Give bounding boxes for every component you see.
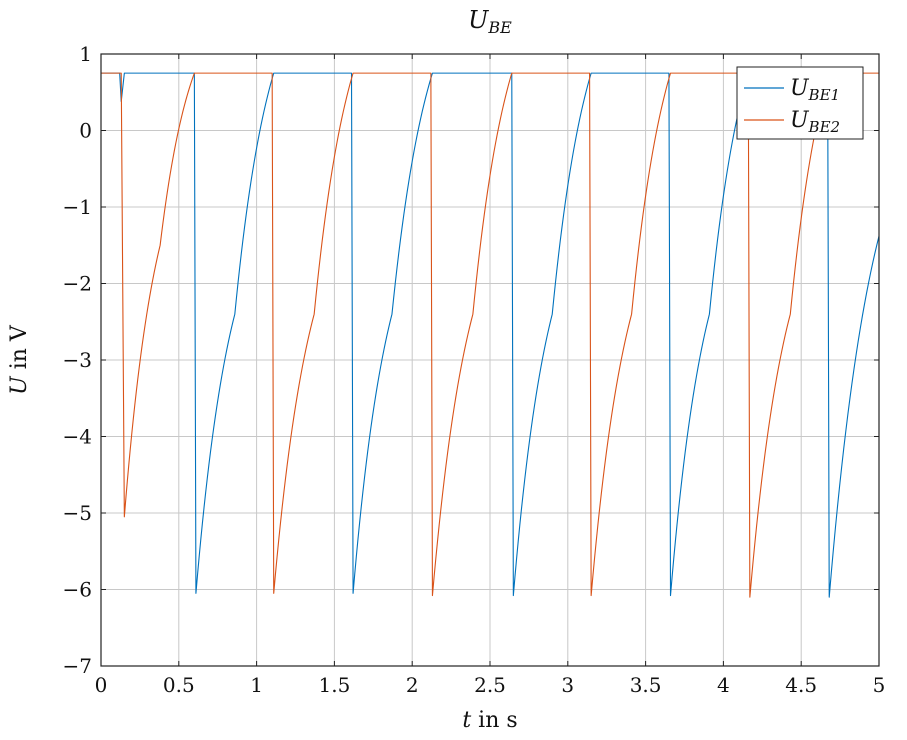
x-axis-label-rest: in s (471, 708, 517, 733)
grid (100, 53, 880, 667)
y-tick-label: −3 (63, 348, 92, 372)
x-tick-label: 3 (561, 673, 574, 697)
y-tick-label: −5 (63, 501, 92, 525)
x-tick-label: 2 (406, 673, 419, 697)
y-tick-label: −7 (63, 654, 92, 678)
series-layer (101, 72, 880, 598)
x-axis-label: t in s (462, 708, 517, 733)
y-axis-label-var: U (7, 375, 32, 395)
y-axis-label-rest: in V (7, 324, 32, 376)
legend: UBE1 UBE2 (736, 66, 864, 140)
x-tick-label: 0.5 (163, 673, 195, 697)
y-tick-label: 1 (79, 42, 92, 66)
x-tick-label: 1.5 (318, 673, 350, 697)
y-tick-label: 0 (79, 119, 92, 143)
chart-title-sub: BE (487, 18, 512, 37)
ticks: 0 0.5 1 1.5 2 2.5 3 3.5 4 4.5 5 −7 −6 −5 −4 −3 −2 −1 0 1 (63, 42, 886, 697)
x-tick-label: 2.5 (474, 673, 506, 697)
series-line-be2 (101, 72, 879, 598)
legend-label-ube1-main: U (790, 76, 810, 101)
legend-box (736, 66, 864, 140)
x-tick-label: 5 (873, 673, 886, 697)
x-tick-label: 4 (717, 673, 730, 697)
series-line-be1 (101, 72, 880, 598)
legend-label-ube1-sub: BE1 (808, 86, 841, 104)
chart-title-main: U (468, 6, 489, 34)
legend-label-ube2-main: U (790, 108, 810, 133)
y-tick-label: −1 (63, 195, 92, 219)
legend-label-ube1: UBE1 (790, 76, 840, 104)
y-tick-label: −4 (63, 425, 92, 449)
x-tick-label: 0 (95, 673, 108, 697)
x-tick-label: 4.5 (785, 673, 817, 697)
y-tick-label: −6 (63, 578, 92, 602)
y-axis-label: U in V (7, 324, 32, 395)
legend-label-ube2-sub: BE2 (808, 118, 841, 136)
x-axis-label-var: t (462, 708, 471, 733)
chart-title: UBE (468, 6, 512, 37)
x-tick-label: 3.5 (630, 673, 662, 697)
x-tick-label: 1 (250, 673, 263, 697)
legend-label-ube2: UBE2 (790, 108, 840, 136)
y-tick-label: −2 (63, 272, 92, 296)
